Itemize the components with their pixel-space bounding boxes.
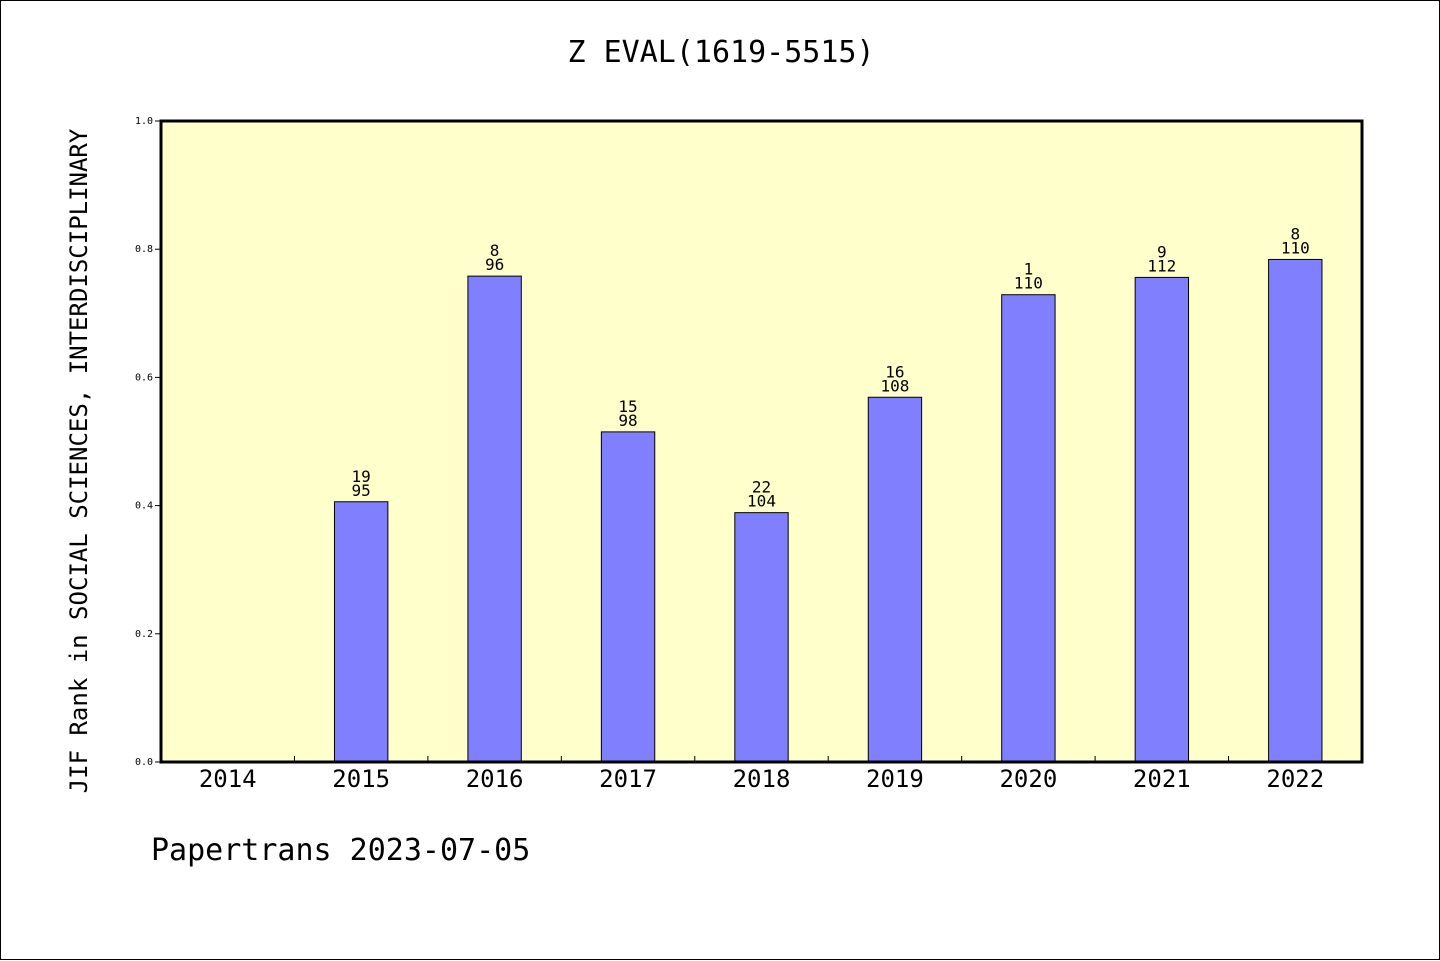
data-label-total: 110 xyxy=(1014,274,1043,293)
data-label-total: 95 xyxy=(352,481,371,500)
data-label-total: 108 xyxy=(880,376,909,395)
data-label-rank: 8 xyxy=(1290,224,1300,243)
data-label-total: 98 xyxy=(618,411,637,430)
bar-2020 xyxy=(1001,294,1056,763)
x-tick-label: 2015 xyxy=(332,765,390,793)
data-label-rank: 16 xyxy=(885,362,904,381)
data-label-rank: 22 xyxy=(752,478,771,497)
y-tick-label: 0.4 xyxy=(135,501,153,512)
x-axis: 2014 2015 2016 2017 2018 2019 2020 2021 2022 xyxy=(199,756,1324,793)
data-label-total: 110 xyxy=(1281,238,1310,257)
x-tick-label: 2014 xyxy=(199,765,257,793)
y-tick-label: 0.6 xyxy=(135,372,153,383)
bar-2018 xyxy=(734,512,789,763)
bar-2022 xyxy=(1268,258,1323,763)
y-axis-label: JIF Rank in SOCIAL SCIENCES, INTERDISCIP… xyxy=(65,128,93,793)
footer-credit: Papertrans 2023-07-05 xyxy=(151,833,531,868)
x-tick-label: 2018 xyxy=(733,765,791,793)
x-tick-label: 2020 xyxy=(999,765,1057,793)
x-tick-label: 2021 xyxy=(1133,765,1191,793)
data-label-rank: 19 xyxy=(352,467,371,486)
data-label-total: 104 xyxy=(747,492,776,511)
data-label-rank: 1 xyxy=(1024,260,1034,279)
x-tick-label: 2019 xyxy=(866,765,924,793)
bar-2017 xyxy=(600,431,656,763)
data-label-total: 112 xyxy=(1147,256,1176,275)
chart-title: Z EVAL(1619-5515) xyxy=(567,35,875,70)
y-tick-label: 0.0 xyxy=(135,757,153,768)
data-label-rank: 9 xyxy=(1157,242,1167,261)
y-tick-label: 1.0 xyxy=(135,116,153,127)
data-label-total: 96 xyxy=(485,255,504,274)
x-tick-label: 2016 xyxy=(466,765,524,793)
bar-2016 xyxy=(467,275,522,763)
data-label-rank: 15 xyxy=(618,397,637,416)
y-tick-label: 0.2 xyxy=(135,629,153,640)
y-axis: 0.0 0.2 0.4 0.6 0.8 1.0 xyxy=(135,116,161,768)
data-label-rank: 8 xyxy=(490,241,500,260)
bar-2015 xyxy=(333,501,389,763)
bar-2019 xyxy=(867,396,923,763)
y-tick-label: 0.8 xyxy=(135,244,153,255)
plot-border xyxy=(159,119,1364,764)
x-tick-label: 2017 xyxy=(599,765,657,793)
bar-2021 xyxy=(1134,276,1190,763)
x-tick-label: 2022 xyxy=(1266,765,1324,793)
